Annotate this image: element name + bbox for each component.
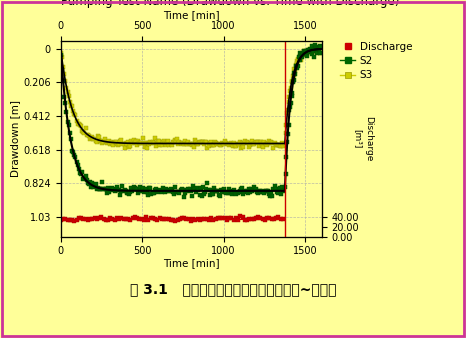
- S3: [252, 142, 257, 146]
- S2: [170, 190, 176, 194]
- S2: [58, 53, 64, 57]
- X-axis label: Time [min]: Time [min]: [163, 258, 219, 268]
- S3: [104, 141, 110, 145]
- Discharge: [188, 219, 194, 223]
- S3: [312, 46, 318, 50]
- Discharge: [110, 217, 115, 221]
- S2: [220, 188, 226, 192]
- S2: [312, 44, 318, 48]
- Discharge: [101, 217, 106, 221]
- Text: Pumping Test Name (Drawdown vs. Time with Discharge): Pumping Test Name (Drawdown vs. Time wit…: [61, 0, 399, 7]
- S3: [311, 45, 316, 49]
- S3: [173, 139, 179, 143]
- S2: [252, 185, 257, 189]
- S3: [170, 140, 176, 144]
- Discharge: [274, 216, 279, 220]
- S3: [58, 51, 64, 55]
- S3: [318, 46, 324, 50]
- Discharge: [58, 218, 64, 222]
- X-axis label: Time [min]: Time [min]: [163, 10, 219, 20]
- Y-axis label: Drawdown [m]: Drawdown [m]: [10, 100, 21, 177]
- Y-axis label: Discharge
[m³]: Discharge [m³]: [353, 116, 373, 161]
- S2: [318, 45, 324, 49]
- S2: [181, 194, 187, 198]
- Text: 图 3.1   大流量单井抽水试验观测孔降深~时间图: 图 3.1 大流量单井抽水试验观测孔降深~时间图: [130, 283, 336, 297]
- Legend: Discharge, S2, S3: Discharge, S2, S3: [340, 42, 412, 80]
- S2: [104, 191, 110, 195]
- Discharge: [280, 217, 286, 221]
- Discharge: [238, 214, 243, 218]
- S2: [312, 47, 317, 51]
- Discharge: [192, 218, 198, 222]
- Discharge: [267, 216, 272, 220]
- S2: [173, 190, 179, 194]
- Line: S3: S3: [59, 45, 323, 150]
- Line: Discharge: Discharge: [59, 214, 285, 223]
- Discharge: [172, 219, 178, 223]
- S3: [220, 142, 226, 146]
- S3: [205, 146, 210, 150]
- Line: S2: S2: [59, 44, 323, 198]
